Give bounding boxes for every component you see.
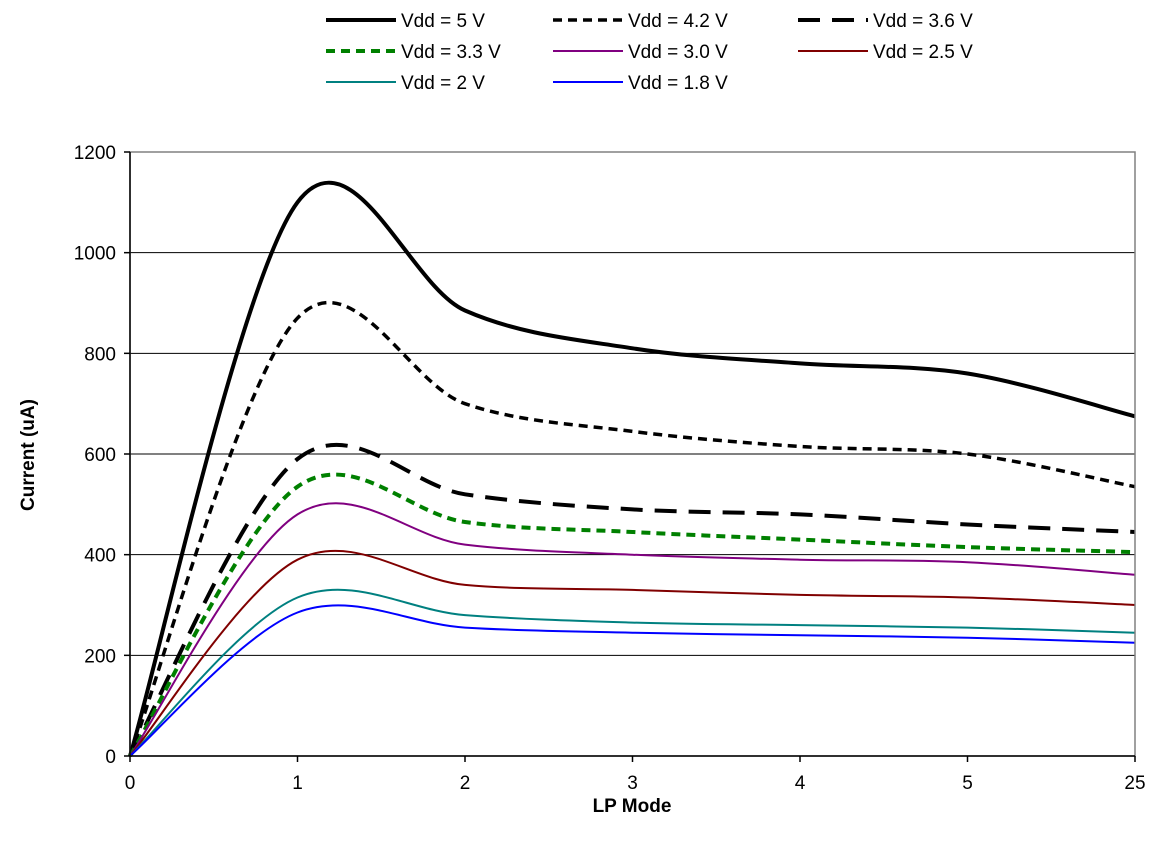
y-tick-label: 600: [84, 445, 116, 466]
legend-item-7: Vdd = 1.8 V: [553, 73, 728, 94]
series-line-5: [129, 549, 1136, 757]
series-line-1: [128, 300, 1136, 757]
legend-item-1: Vdd = 4.2 V: [553, 11, 728, 32]
legend-label: Vdd = 1.8 V: [628, 73, 728, 94]
axes: [124, 151, 1136, 762]
y-axis-title: Current (uA): [18, 399, 39, 511]
y-tick-label: 0: [105, 747, 116, 768]
y-tick-label: 1200: [74, 143, 116, 164]
series-line-4: [129, 502, 1136, 757]
x-tick-label: 2: [460, 773, 471, 794]
series-line-7: [129, 604, 1136, 757]
x-tick-label: 1: [292, 773, 303, 794]
legend-label: Vdd = 2 V: [401, 73, 485, 94]
legend-label: Vdd = 3.0 V: [628, 42, 728, 63]
legend: Vdd = 5 V Vdd = 4.2 V Vdd = 3.6 V Vdd = 3.3…: [326, 11, 973, 94]
legend-label: Vdd = 2.5 V: [873, 42, 973, 63]
legend-item-3: Vdd = 3.3 V: [326, 42, 501, 63]
legend-label: Vdd = 3.6 V: [873, 11, 973, 32]
legend-label: Vdd = 4.2 V: [628, 11, 728, 32]
y-tick-label: 200: [84, 646, 116, 667]
x-axis-title: LP Mode: [593, 796, 672, 817]
legend-item-6: Vdd = 2 V: [326, 73, 485, 94]
series-line-0: [128, 180, 1136, 757]
series-line-6: [129, 588, 1136, 757]
y-tick-label: 800: [84, 344, 116, 365]
x-tick-label: 5: [962, 773, 973, 794]
x-tick-label: 3: [627, 773, 638, 794]
tick-labels: 0 200 400 600 800 1000 1200 0 1 2 3 4 5 25: [74, 143, 1146, 794]
legend-item-2: Vdd = 3.6 V: [798, 11, 973, 32]
series-line-3: [128, 472, 1136, 758]
x-tick-label: 25: [1124, 773, 1145, 794]
legend-label: Vdd = 5 V: [401, 11, 485, 32]
x-tick-label: 0: [125, 773, 136, 794]
series-line-2: [128, 443, 1136, 757]
x-tick-label: 4: [795, 773, 806, 794]
legend-item-0: Vdd = 5 V: [326, 11, 485, 32]
legend-item-4: Vdd = 3.0 V: [553, 42, 728, 63]
series-lines: [128, 180, 1136, 758]
y-tick-label: 400: [84, 546, 116, 567]
legend-label: Vdd = 3.3 V: [401, 42, 501, 63]
y-tick-label: 1000: [74, 244, 116, 265]
legend-item-5: Vdd = 2.5 V: [798, 42, 973, 63]
gridlines: [130, 252, 1135, 656]
